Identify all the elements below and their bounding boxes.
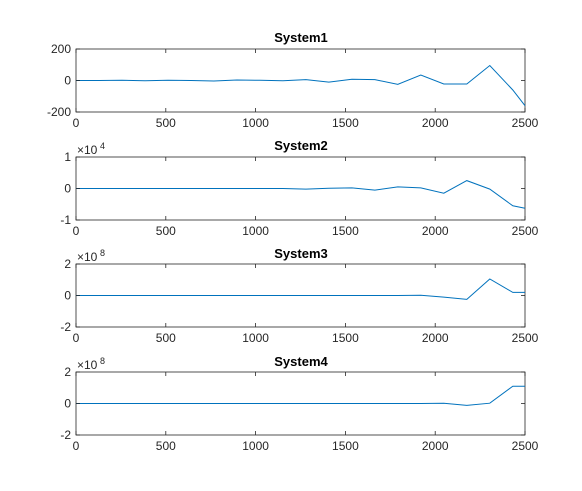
y-tick-label: 2 — [64, 257, 71, 271]
series-line — [76, 64, 526, 107]
y-exponent-power: 8 — [100, 356, 105, 366]
x-tick-label: 2500 — [512, 116, 539, 130]
x-tick-label: 500 — [156, 439, 176, 453]
subplot-title: System3 — [274, 246, 327, 261]
x-tick-label: 0 — [73, 116, 80, 130]
x-tick-label: 1500 — [332, 224, 359, 238]
x-tick-label: 500 — [156, 331, 176, 345]
x-tick-label: 1000 — [242, 224, 269, 238]
x-tick-label: 2500 — [512, 224, 539, 238]
y-tick-label: -200 — [47, 105, 71, 119]
series-line — [76, 180, 526, 209]
x-tick-label: 1500 — [332, 439, 359, 453]
subplot-title: System4 — [274, 354, 328, 369]
y-exponent-label: ×10 — [77, 358, 98, 372]
subplot-system4: System4 0 500 1000 1500 2000 2500-202 ×10 8 — [60, 354, 538, 453]
x-tick-label: 2000 — [422, 224, 449, 238]
y-tick-label: 0 — [64, 74, 71, 88]
x-tick-label: 1500 — [332, 116, 359, 130]
x-tick-label: 2500 — [512, 331, 539, 345]
y-exponent-power: 4 — [100, 141, 105, 151]
y-tick-label: 200 — [51, 42, 71, 56]
subplot-title: System2 — [274, 138, 327, 153]
y-tick-label: 2 — [64, 365, 71, 379]
x-tick-label: 500 — [156, 116, 176, 130]
y-tick-label: 0 — [64, 289, 71, 303]
subplot-system3: System3 0 500 1000 1500 2000 2500-202 ×10 8 — [60, 246, 538, 345]
y-tick-label: 1 — [64, 150, 71, 164]
y-tick-label: 0 — [64, 397, 71, 411]
x-tick-label: 1000 — [242, 116, 269, 130]
y-exponent-label: ×10 — [77, 250, 98, 264]
y-tick-label: -2 — [60, 320, 71, 334]
y-tick-label: -1 — [60, 213, 71, 227]
x-tick-label: 2500 — [512, 439, 539, 453]
x-tick-label: 2000 — [422, 439, 449, 453]
series-line — [76, 278, 525, 300]
subplot-system2: System2 0 500 1000 1500 2000 2500-101 ×10 4 — [60, 138, 538, 238]
subplot-title: System1 — [274, 30, 327, 45]
x-tick-label: 1500 — [332, 331, 359, 345]
y-tick-label: 0 — [64, 182, 71, 196]
x-tick-label: 0 — [73, 439, 80, 453]
x-tick-label: 1000 — [242, 331, 269, 345]
series-line — [76, 385, 525, 406]
x-tick-label: 0 — [73, 224, 80, 238]
x-tick-label: 500 — [156, 224, 176, 238]
x-tick-label: 1000 — [242, 439, 269, 453]
y-exponent-power: 8 — [100, 248, 105, 258]
x-tick-label: 0 — [73, 331, 80, 345]
x-tick-label: 2000 — [422, 331, 449, 345]
x-tick-label: 2000 — [422, 116, 449, 130]
y-tick-label: -2 — [60, 428, 71, 442]
y-exponent-label: ×10 — [77, 143, 98, 157]
